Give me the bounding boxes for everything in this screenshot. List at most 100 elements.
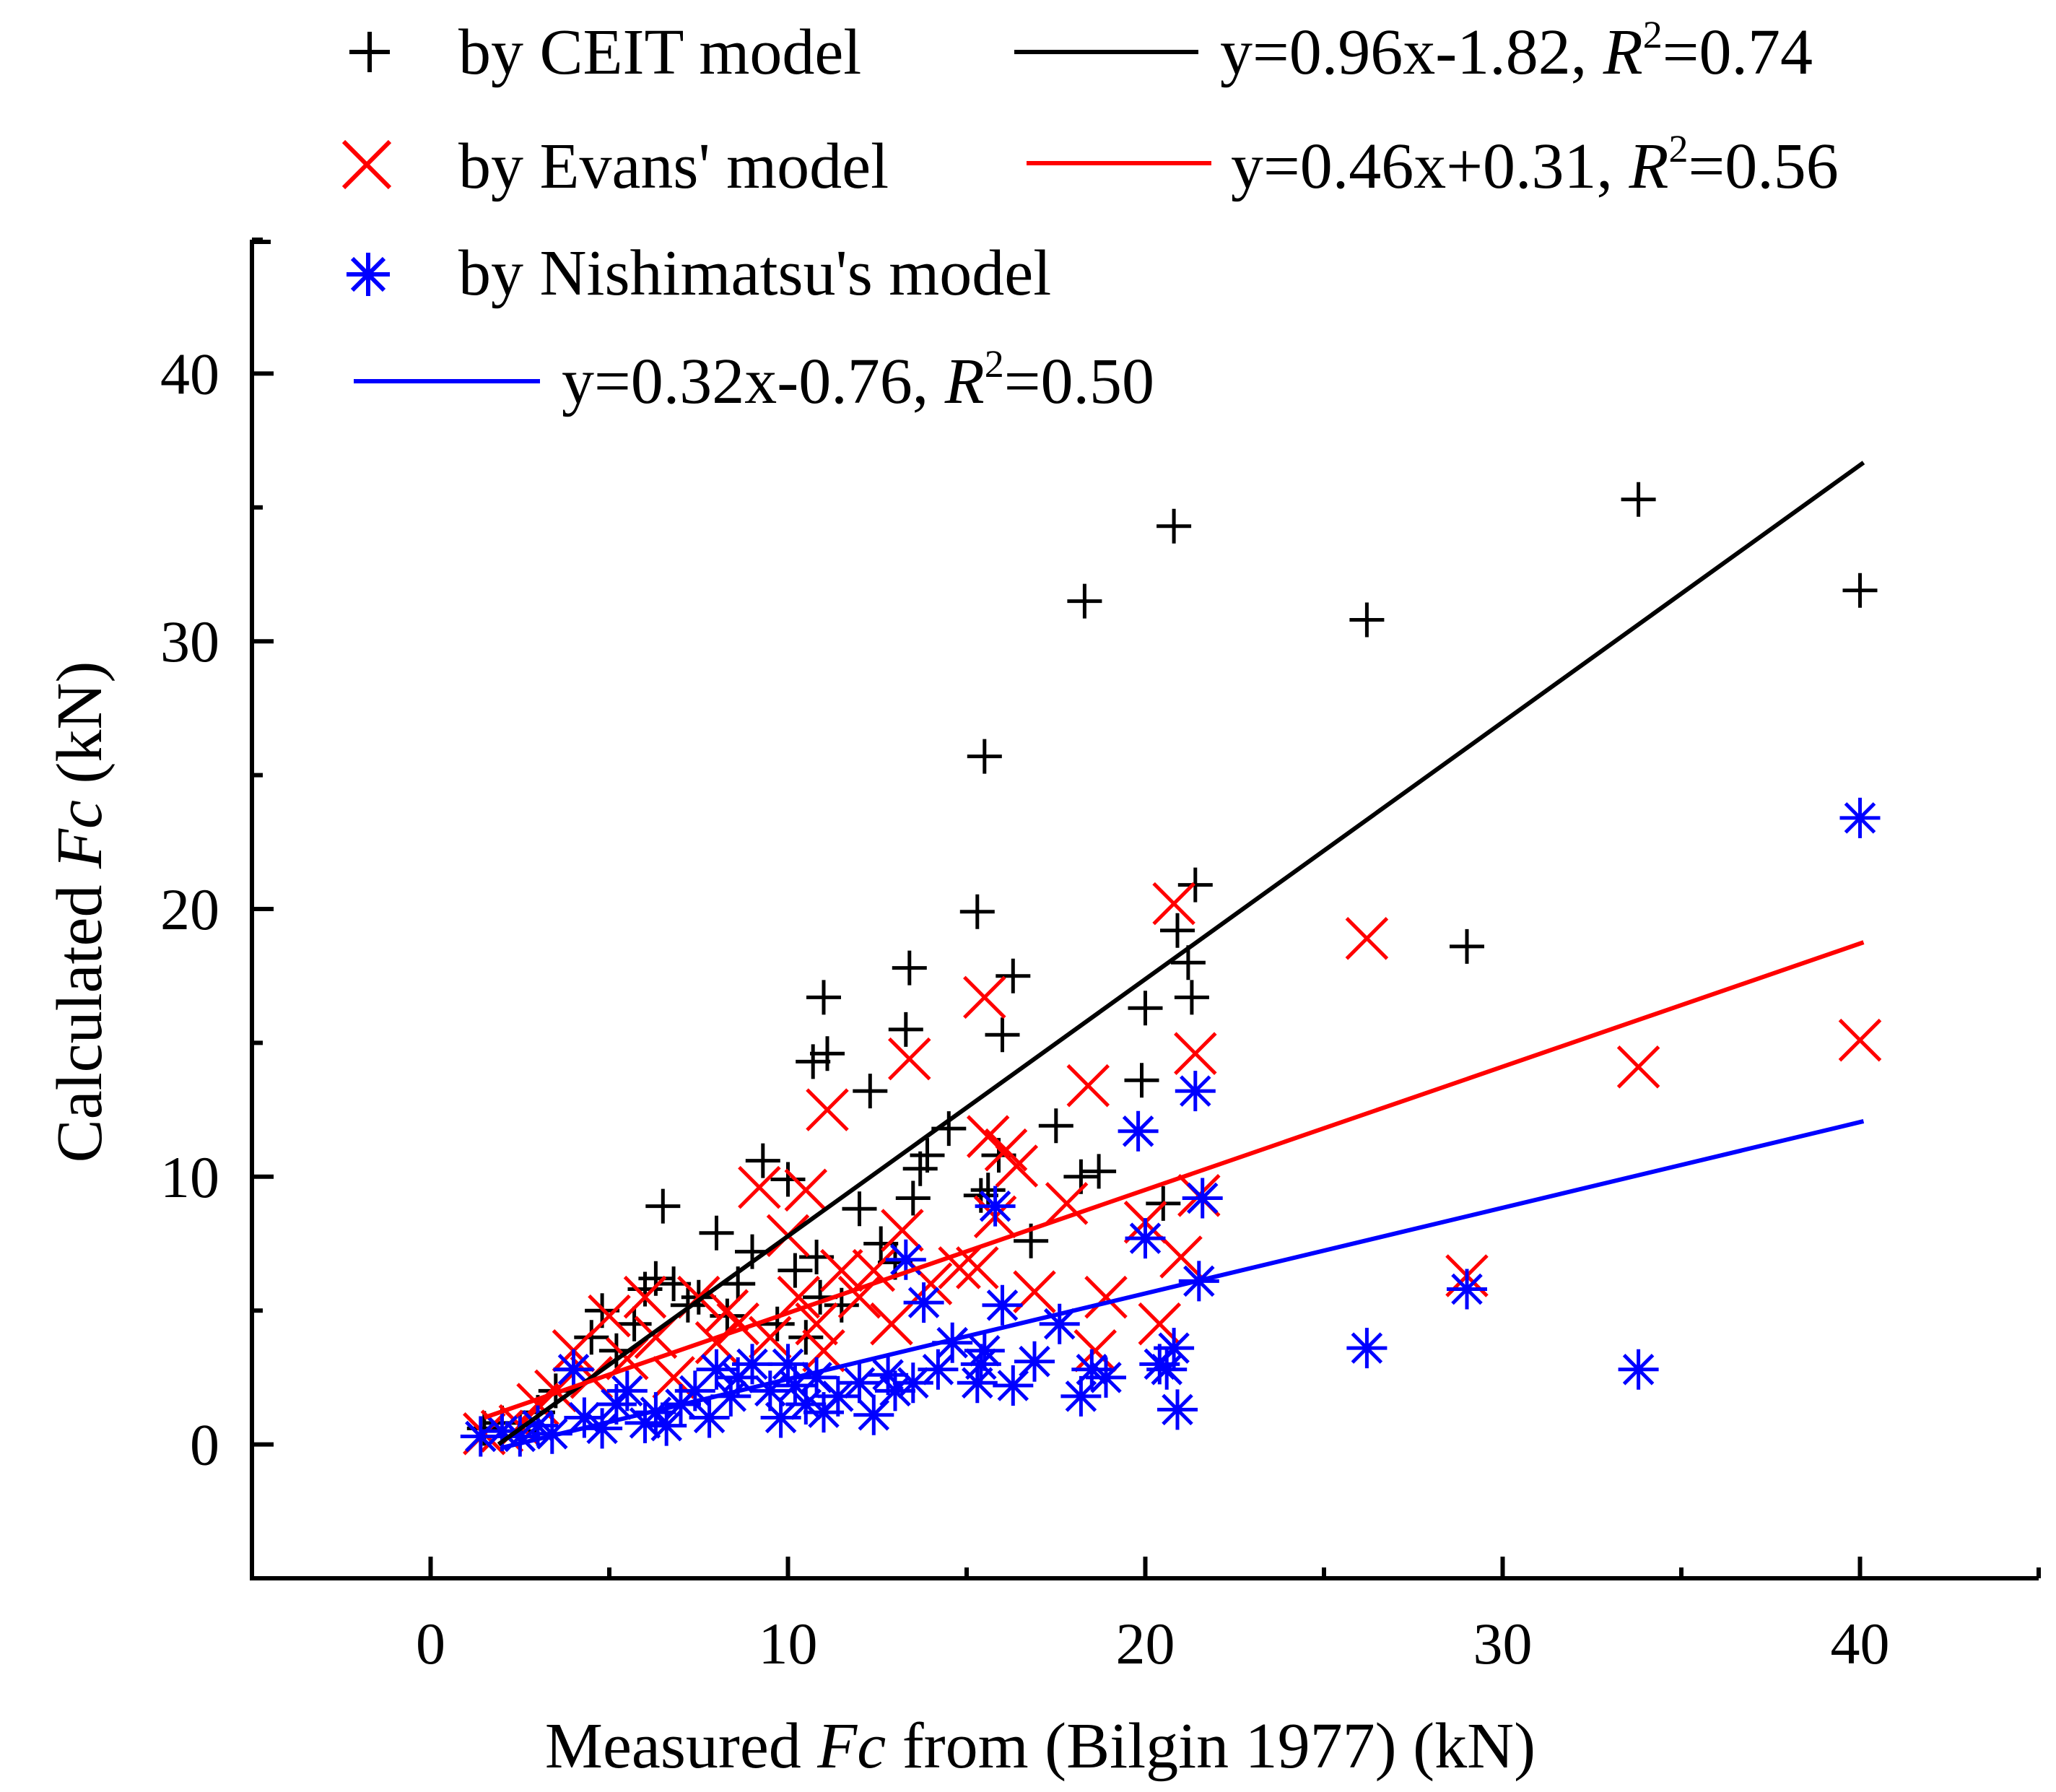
fit-line-nishimatsu <box>501 1119 1865 1450</box>
legend-marker-asterisk <box>347 253 390 296</box>
point-ceit <box>745 1143 780 1178</box>
point-evans <box>888 1037 931 1081</box>
point-ceit <box>910 1138 945 1173</box>
point-ceit <box>645 1188 681 1224</box>
point-ceit <box>863 1226 899 1261</box>
point-evans <box>852 1248 896 1292</box>
point-nishimatsu <box>1154 1328 1195 1369</box>
legend-marker-plus <box>349 32 390 72</box>
point-ceit <box>996 958 1031 993</box>
point-ceit <box>892 950 927 986</box>
fit-line-evans <box>483 940 1865 1420</box>
point-evans <box>1152 882 1195 926</box>
point-ceit <box>1174 980 1209 1015</box>
legend-fit-nishimatsu-eq: y=0.32x-0.76, <box>562 346 945 417</box>
point-evans <box>1838 1018 1882 1062</box>
point-ceit <box>759 1306 795 1341</box>
point-nishimatsu <box>460 1416 501 1457</box>
legend-entry-ceit: by CEIT model y=0.96x-1.82, R2=0.74 <box>349 13 1813 88</box>
y-axis-title-prefix: Calculated <box>44 869 116 1162</box>
legend-fit-ceit-r: R <box>1603 17 1643 88</box>
point-evans <box>938 1246 981 1289</box>
legend-marker-x <box>341 139 392 190</box>
point-evans <box>820 1248 863 1292</box>
legend-entry-nishimatsu: by Nishimatsu's model y=0.32x-0.76, R2=0… <box>347 238 1154 417</box>
plot-marks <box>460 482 1882 1457</box>
legend-fit-evans-val: =0.56 <box>1689 131 1839 202</box>
point-evans <box>588 1294 631 1338</box>
point-nishimatsu <box>553 1349 594 1390</box>
y-tick-label: 30 <box>160 609 219 674</box>
legend-label-nishimatsu: by Nishimatsu's model <box>458 238 1051 309</box>
y-tick-label: 0 <box>190 1412 219 1478</box>
point-ceit <box>1621 482 1656 517</box>
legend-fit-ceit-sup: 2 <box>1643 13 1663 56</box>
point-ceit <box>638 1261 674 1296</box>
point-ceit <box>1170 945 1206 980</box>
point-nishimatsu <box>646 1405 687 1446</box>
y-axis-title: Calculated Fc (kN) <box>44 661 116 1163</box>
point-nishimatsu <box>817 1375 858 1417</box>
x-tick-label: 40 <box>1831 1611 1890 1676</box>
point-evans <box>870 1302 913 1346</box>
point-nishimatsu <box>582 1408 623 1449</box>
point-ceit <box>888 1012 923 1047</box>
fit-line-ceit <box>497 461 1865 1446</box>
y-tick-label: 20 <box>160 877 219 942</box>
legend-fit-ceit: y=0.96x-1.82, R2=0.74 <box>1220 13 1813 88</box>
x-axis-title-suffix: from (Bilgin 1977) (kN) <box>886 1710 1536 1782</box>
x-axis-title-prefix: Measured <box>545 1710 817 1782</box>
point-ceit <box>959 894 995 929</box>
point-evans <box>1045 1182 1089 1225</box>
x-tick-label: 0 <box>416 1611 445 1676</box>
point-ceit <box>970 1173 1006 1208</box>
legend-fit-ceit-eq: y=0.96x-1.82, <box>1220 17 1603 88</box>
point-ceit <box>985 1017 1020 1053</box>
point-nishimatsu <box>875 1370 915 1412</box>
point-evans <box>777 1275 821 1319</box>
point-ceit <box>1349 602 1385 638</box>
point-evans <box>881 1209 924 1252</box>
legend-label-evans: by Evans' model <box>458 131 889 202</box>
point-ceit <box>617 1306 652 1341</box>
point-ceit <box>1160 913 1195 948</box>
point-evans <box>1084 1275 1128 1319</box>
point-ceit <box>1067 583 1102 619</box>
point-ceit <box>895 1180 931 1216</box>
point-nishimatsu <box>853 1394 894 1435</box>
y-axis-title-suffix: (kN) <box>44 661 116 800</box>
point-ceit <box>810 1036 845 1071</box>
point-nishimatsu <box>982 1284 1023 1326</box>
point-nishimatsu <box>1157 1389 1198 1430</box>
point-evans <box>806 1088 849 1131</box>
point-nishimatsu <box>1182 1178 1223 1219</box>
point-ceit <box>1128 991 1163 1026</box>
point-nishimatsu <box>964 1330 1005 1371</box>
legend-fit-nishimatsu-sup: 2 <box>985 342 1004 386</box>
point-ceit <box>1124 1063 1159 1098</box>
point-evans <box>995 1144 1039 1188</box>
point-ceit <box>788 1320 824 1355</box>
point-ceit <box>902 1151 938 1186</box>
point-nishimatsu <box>1346 1328 1388 1369</box>
legend-fit-ceit-val: =0.74 <box>1663 17 1813 88</box>
legend-fit-nishimatsu-r: R <box>944 346 985 417</box>
point-ceit <box>777 1253 813 1288</box>
point-nishimatsu <box>1086 1357 1126 1398</box>
point-ceit <box>1038 1108 1073 1144</box>
legend-fit-evans-sup: 2 <box>1669 127 1689 170</box>
legend: by CEIT model y=0.96x-1.82, R2=0.74 by E… <box>341 13 1839 417</box>
point-ceit <box>796 1044 831 1079</box>
point-nishimatsu <box>1125 1218 1166 1259</box>
point-evans <box>1616 1045 1660 1089</box>
point-evans <box>705 1289 749 1332</box>
point-ceit <box>853 1074 888 1109</box>
x-axis-title-italic: Fc <box>816 1710 886 1782</box>
series-nishimatsu <box>460 797 1881 1457</box>
series-ceit <box>466 482 1878 1449</box>
point-nishimatsu <box>903 1282 944 1323</box>
legend-fit-evans-eq: y=0.46x+0.31, <box>1231 131 1629 202</box>
x-ticks: 0 10 20 30 40 <box>250 1557 2041 1676</box>
legend-label-ceit: by CEIT model <box>458 17 861 88</box>
point-ceit <box>806 980 841 1015</box>
